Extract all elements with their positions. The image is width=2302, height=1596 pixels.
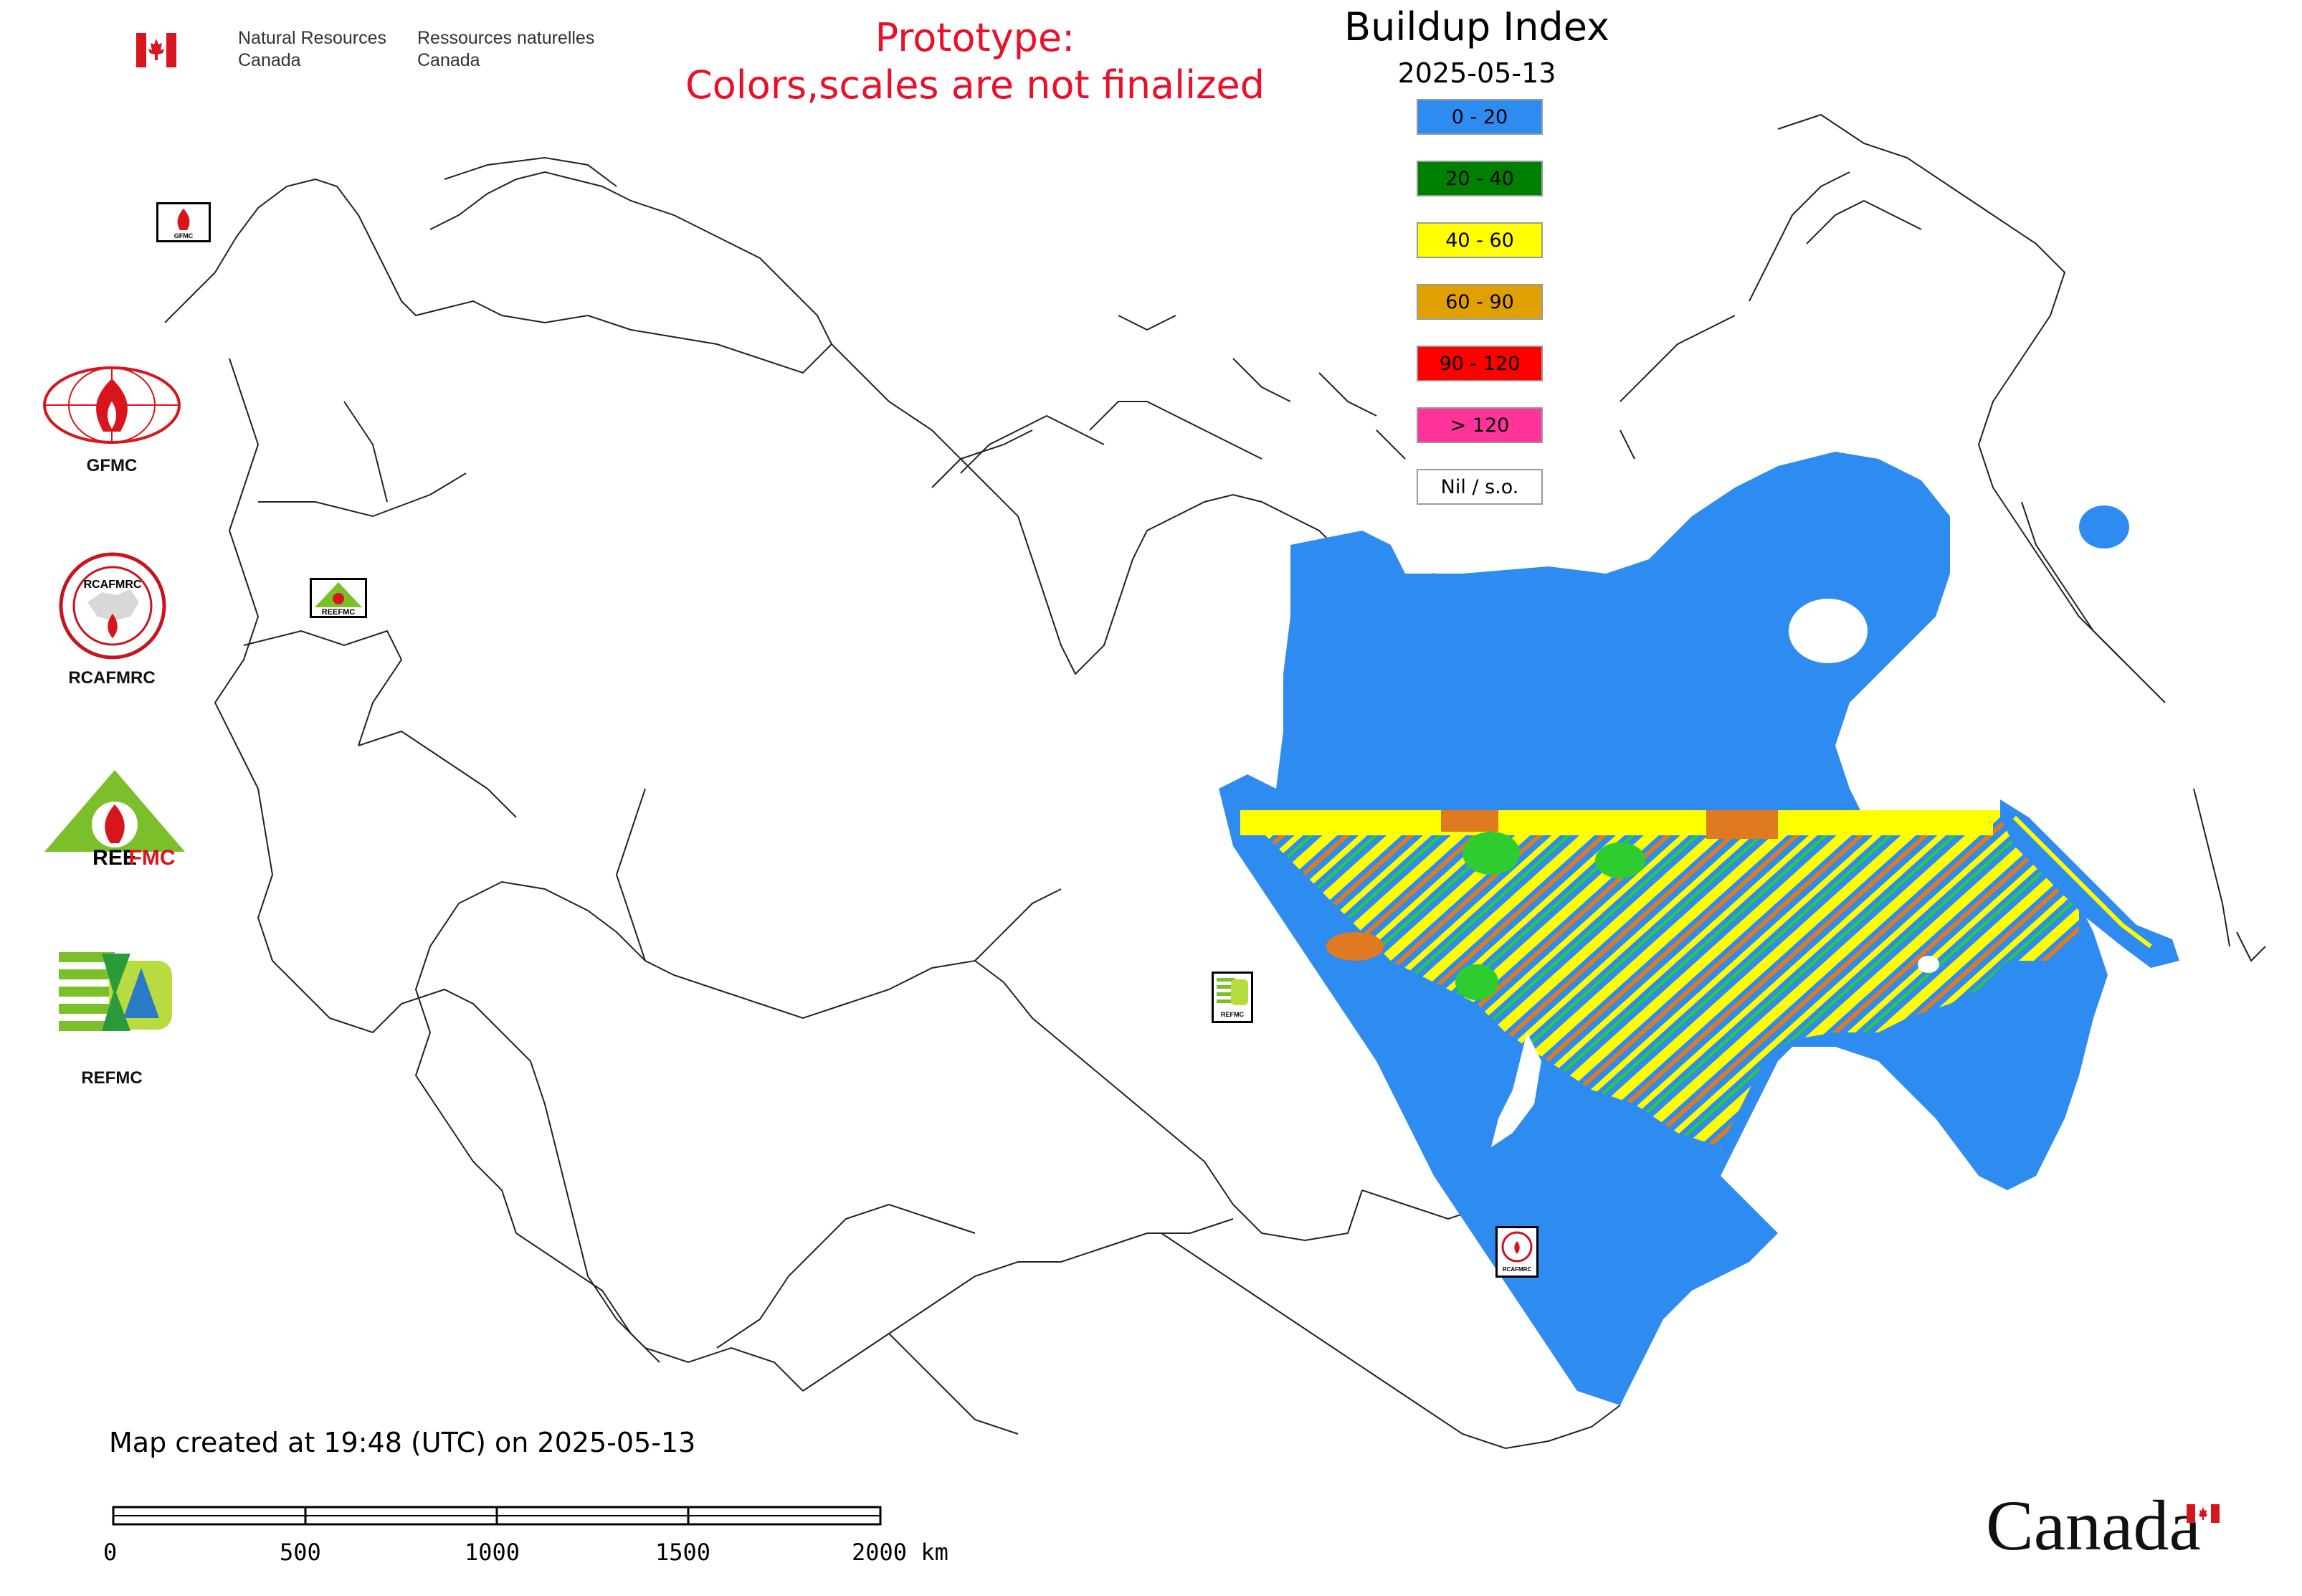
scale-label-2000: 2000 km <box>852 1539 948 1566</box>
gov-en-line2: Canada <box>238 50 301 70</box>
map-date: 2025-05-13 <box>1397 57 1556 89</box>
canada-flag-icon <box>136 33 176 67</box>
bui-patch-orange-1 <box>1441 810 1498 832</box>
mini-gfmc-label: GFMC <box>174 232 194 239</box>
svg-text:FMC: FMC <box>129 846 176 868</box>
gov-en-line1: Natural Resources <box>238 28 387 48</box>
bui-patch-green-1 <box>1462 832 1520 875</box>
bui-area-sakhalin <box>2000 799 2179 968</box>
mini-reefmc-label: REEFMC <box>322 608 356 616</box>
refmc-logo-icon <box>59 946 173 1040</box>
bui-patch-green-2 <box>1595 842 1645 878</box>
country-borders <box>164 113 2266 1450</box>
legend-item-20-40: 20 - 40 <box>1417 161 1543 196</box>
mini-gfmc-logo-icon: GFMC <box>156 202 211 242</box>
bui-patch-orange-2 <box>1706 810 1778 839</box>
bui-patch-green-3 <box>1455 964 1498 1000</box>
bui-patch-orange-3 <box>1326 932 1384 961</box>
gov-fr-line2: Canada <box>417 50 480 70</box>
bui-band-yellow <box>1240 810 1993 835</box>
lake-white <box>1789 599 1868 663</box>
legend-item-nil: Nil / s.o. <box>1417 469 1543 505</box>
legend-item-90-120: 90 - 120 <box>1417 346 1543 381</box>
bui-area-kamchatka <box>2079 505 2129 548</box>
wordmark-flag-icon <box>2187 1504 2220 1523</box>
mini-refmc-label: REFMC <box>1221 1011 1244 1018</box>
mini-rcafmrc-label: RCAFMRC <box>1503 1266 1532 1273</box>
gfmc-label: GFMC <box>86 456 138 475</box>
refmc-label: REFMC <box>81 1068 143 1088</box>
bui-sakhalin-stripe <box>2012 815 2152 949</box>
map-title: Buildup Index <box>1344 4 1609 49</box>
prototype-line2: Colors,scales are not finalized <box>685 62 1265 108</box>
scale-label-1000: 1000 <box>465 1539 520 1566</box>
map-created-text: Map created at 19:48 (UTC) on 2025-05-13 <box>109 1427 696 1458</box>
prototype-notice: Prototype: Colors,scales are not finaliz… <box>660 14 1290 109</box>
rcafmrc-label: RCAFMRC <box>68 668 156 688</box>
legend-item-0-20: 0 - 20 <box>1417 99 1543 135</box>
lake-white-3 <box>2062 1117 2082 1134</box>
bui-area-mixed <box>1240 810 2079 1147</box>
mini-refmc-logo-icon: REFMC <box>1212 972 1253 1023</box>
canada-wordmark: Canada <box>1986 1486 2201 1565</box>
svg-text:RCAFMRC: RCAFMRC <box>84 579 142 591</box>
legend-item-40-60: 40 - 60 <box>1417 222 1543 258</box>
mini-rcafmrc-logo-icon: RCAFMRC <box>1495 1226 1538 1278</box>
gov-fr-line1: Ressources naturelles <box>417 28 595 48</box>
scale-label-0: 0 <box>103 1539 118 1566</box>
svg-text:REE: REE <box>92 846 137 868</box>
legend-item-gt-120: > 120 <box>1417 407 1543 443</box>
gfmc-logo-icon <box>42 366 182 445</box>
lake-baikal <box>1491 1032 1541 1147</box>
scale-label-500: 500 <box>280 1539 321 1566</box>
gov-signature-fr: Ressources naturelles Canada <box>417 27 594 72</box>
gov-signature-en: Natural Resources Canada <box>238 27 386 72</box>
lake-white-2 <box>1918 956 1939 973</box>
mini-reefmc-logo-icon: REEFMC <box>310 578 367 618</box>
prototype-line1: Prototype: <box>875 15 1075 60</box>
rcafmrc-logo-icon: RCAFMRC <box>59 552 166 660</box>
scale-bar <box>112 1506 883 1527</box>
legend-item-60-90: 60 - 90 <box>1417 284 1543 320</box>
scale-label-1500: 1500 <box>655 1539 711 1566</box>
reefmc-logo-icon: REE FMC <box>39 767 191 870</box>
bui-data-layer <box>1219 452 2179 1405</box>
